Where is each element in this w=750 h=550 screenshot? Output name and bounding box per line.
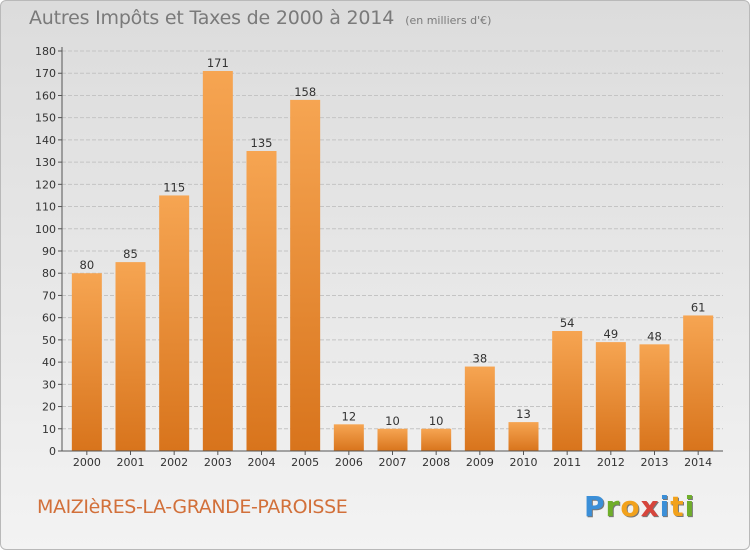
- value-label: 135: [251, 136, 273, 150]
- value-label: 38: [473, 352, 488, 366]
- proxiti-logo: Proxiti: [584, 490, 695, 523]
- y-tick-label: 50: [42, 334, 56, 347]
- x-tick-label: 2013: [641, 456, 669, 469]
- logo-letter: x: [640, 490, 660, 523]
- value-label: 80: [80, 258, 95, 272]
- value-label: 115: [163, 180, 185, 194]
- y-tick-label: 30: [42, 378, 56, 391]
- value-label: 10: [385, 414, 400, 428]
- value-label: 48: [647, 329, 662, 343]
- value-label: 54: [560, 316, 575, 330]
- y-tick-label: 160: [35, 89, 56, 102]
- value-label: 171: [207, 56, 229, 70]
- y-tick-label: 0: [49, 445, 56, 458]
- logo-letter: r: [605, 490, 621, 523]
- logo-letter: o: [620, 490, 641, 523]
- x-tick-label: 2006: [335, 456, 363, 469]
- value-label: 158: [294, 85, 316, 99]
- bar-2002: [159, 195, 190, 451]
- logo-letter: P: [584, 490, 606, 523]
- y-tick-label: 170: [35, 67, 56, 80]
- y-tick-label: 100: [35, 223, 56, 236]
- logo-letter: i: [659, 490, 671, 523]
- value-label: 61: [691, 300, 706, 314]
- bar-2009: [464, 366, 495, 451]
- y-tick-label: 140: [35, 134, 56, 147]
- y-tick-label: 40: [42, 356, 56, 369]
- y-tick-label: 10: [42, 423, 56, 436]
- bar-2007: [377, 428, 408, 451]
- y-tick-label: 120: [35, 178, 56, 191]
- y-tick-label: 110: [35, 201, 56, 214]
- x-tick-label: 2010: [510, 456, 538, 469]
- bar-2006: [333, 424, 364, 451]
- title-row: Autres Impôts et Taxes de 2000 à 2014 (e…: [29, 7, 491, 29]
- y-tick-label: 60: [42, 312, 56, 325]
- bar-2011: [552, 331, 583, 451]
- value-label: 12: [342, 409, 357, 423]
- bar-2004: [246, 151, 277, 451]
- x-tick-label: 2009: [466, 456, 494, 469]
- x-tick-label: 2012: [597, 456, 625, 469]
- commune-name: MAIZIèRES-LA-GRANDE-PAROISSE: [37, 496, 348, 518]
- bar-2001: [115, 262, 146, 451]
- x-tick-label: 2001: [117, 456, 145, 469]
- x-tick-label: 2011: [553, 456, 581, 469]
- x-tick-label: 2004: [248, 456, 276, 469]
- bar-2012: [595, 342, 626, 451]
- x-tick-label: 2005: [291, 456, 319, 469]
- chart-subtitle: (en milliers d'€): [405, 14, 492, 27]
- x-tick-label: 2007: [379, 456, 407, 469]
- logo-letter: t: [670, 490, 685, 523]
- y-tick-label: 150: [35, 112, 56, 125]
- value-label: 10: [429, 414, 444, 428]
- chart-title: Autres Impôts et Taxes de 2000 à 2014: [29, 7, 395, 29]
- x-tick-label: 2014: [684, 456, 712, 469]
- y-tick-label: 130: [35, 156, 56, 169]
- x-tick-label: 2002: [160, 456, 188, 469]
- y-tick-label: 70: [42, 289, 56, 302]
- x-tick-label: 2000: [73, 456, 101, 469]
- bar-2000: [71, 273, 102, 451]
- x-tick-label: 2008: [422, 456, 450, 469]
- bar-2013: [639, 344, 670, 451]
- value-label: 85: [123, 247, 138, 261]
- y-tick-label: 180: [35, 45, 56, 58]
- x-tick-label: 2003: [204, 456, 232, 469]
- y-tick-label: 20: [42, 401, 56, 414]
- bar-2003: [202, 71, 233, 451]
- bar-2005: [290, 99, 321, 451]
- y-tick-label: 90: [42, 245, 56, 258]
- bar-2010: [508, 422, 539, 451]
- logo-letter: i: [684, 490, 696, 523]
- bar-2014: [683, 315, 714, 451]
- y-tick-label: 80: [42, 267, 56, 280]
- value-label: 49: [604, 327, 619, 341]
- bar-2008: [421, 428, 452, 451]
- value-label: 13: [516, 407, 531, 421]
